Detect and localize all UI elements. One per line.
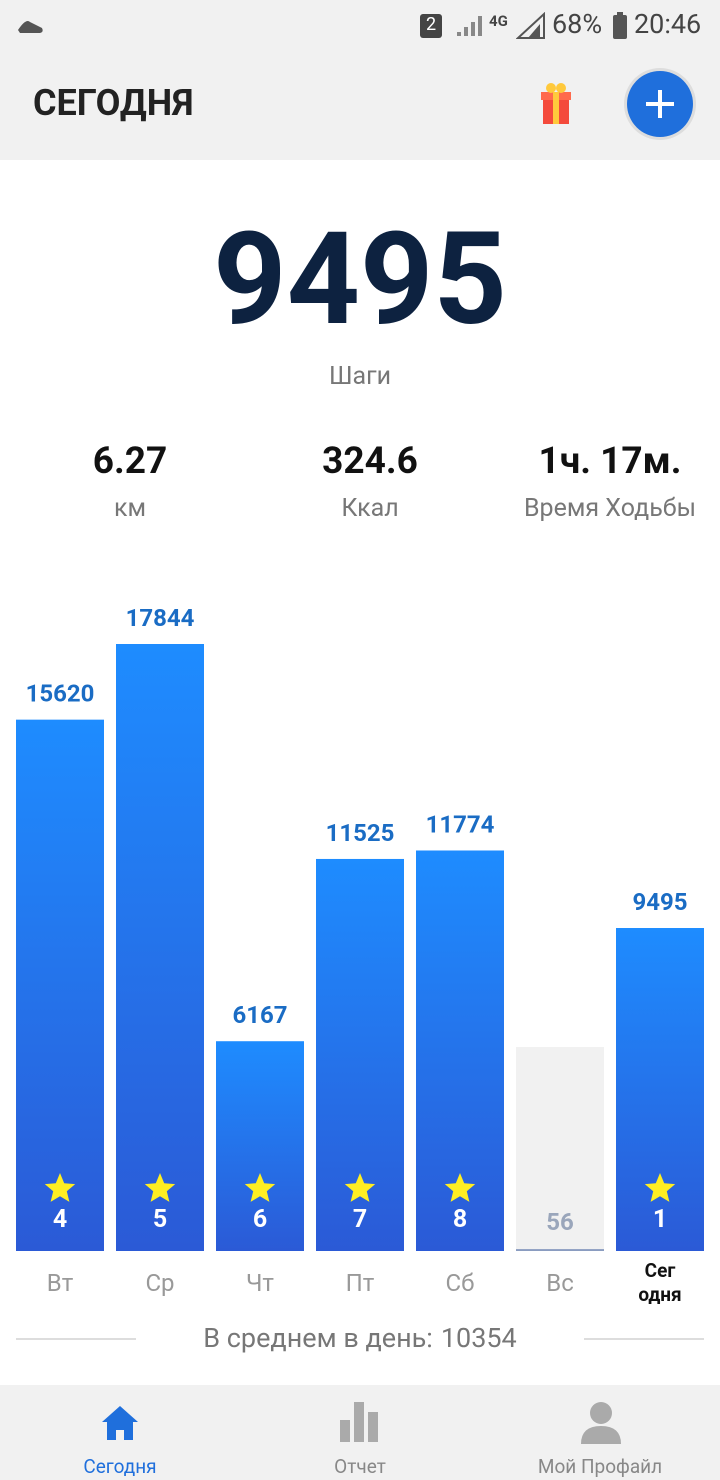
value-label: 56 xyxy=(546,1208,574,1236)
x-tick-label: Сег одня xyxy=(638,1259,681,1306)
star-icon xyxy=(344,1173,376,1202)
nav-label[interactable]: Мой Профайл xyxy=(537,1455,663,1478)
x-tick-label: Пт xyxy=(346,1269,375,1297)
nav-label[interactable]: Сегодня xyxy=(83,1455,157,1478)
value-label: 11774 xyxy=(426,810,495,838)
signal-icon xyxy=(457,16,482,36)
bar-placeholder xyxy=(516,1047,604,1251)
x-tick-label: Вс xyxy=(546,1269,574,1297)
value-label: 17844 xyxy=(126,604,195,632)
app-icon xyxy=(18,21,43,33)
stat-label: Ккал xyxy=(341,494,399,523)
bar xyxy=(616,928,704,1251)
stat-label: Время Ходьбы xyxy=(523,494,697,523)
star-icon xyxy=(244,1173,276,1202)
step-count: 9495 xyxy=(213,205,507,355)
battery-icon xyxy=(613,12,627,39)
home-icon[interactable] xyxy=(100,1404,140,1442)
average-label: В среднем в день: xyxy=(203,1322,433,1354)
signal-icon xyxy=(516,12,545,39)
battery-percent: 68% xyxy=(552,8,603,40)
add-button[interactable] xyxy=(622,66,698,142)
stat-value: 6.27 xyxy=(92,440,168,483)
badge-count: 5 xyxy=(153,1205,167,1234)
bar xyxy=(116,644,204,1251)
bar xyxy=(216,1041,304,1251)
x-tick-label: Ср xyxy=(145,1269,174,1297)
average-value: 10354 xyxy=(440,1322,517,1354)
stat-value: 1ч. 17м. xyxy=(538,440,682,483)
sim-indicator: 2 xyxy=(420,14,442,38)
value-label: 9495 xyxy=(632,888,687,916)
network-type: 4G xyxy=(489,12,508,30)
profile-icon[interactable] xyxy=(580,1402,622,1444)
nav-label[interactable]: Отчет xyxy=(334,1455,386,1478)
star-icon xyxy=(44,1173,76,1202)
x-tick-label: Вт xyxy=(47,1269,74,1297)
value-label: 15620 xyxy=(26,680,95,708)
badge-count: 8 xyxy=(453,1205,467,1234)
star-icon xyxy=(644,1173,676,1202)
bar xyxy=(16,719,104,1251)
value-label: 11525 xyxy=(326,819,395,847)
report-icon[interactable] xyxy=(340,1400,380,1442)
gift-button[interactable] xyxy=(540,82,572,126)
stat-label: км xyxy=(113,494,147,523)
page-title: СЕГОДНЯ xyxy=(33,82,194,124)
x-tick-label: Сб xyxy=(446,1269,475,1297)
header-bar xyxy=(0,0,720,160)
divider xyxy=(16,1338,136,1340)
badge-count: 6 xyxy=(253,1205,267,1234)
bar-chart: 15620 4 Вт 17844 5 Ср 6167 6 Чт 11525 7 Пт 11774 8 Сб 5… xyxy=(16,604,704,1306)
bar xyxy=(516,1249,604,1251)
badge-count: 7 xyxy=(353,1205,367,1234)
divider xyxy=(584,1338,704,1340)
clock: 20:46 xyxy=(634,8,702,40)
daily-average: В среднем в день: 10354 xyxy=(0,1322,720,1354)
stat-value: 324.6 xyxy=(322,440,418,483)
value-label: 6167 xyxy=(232,1001,287,1029)
badge-count: 4 xyxy=(53,1205,67,1234)
badge-count: 1 xyxy=(653,1205,667,1234)
star-icon xyxy=(144,1173,176,1202)
step-label: Шаги xyxy=(328,362,392,391)
x-tick-label: Чт xyxy=(246,1269,274,1297)
star-icon xyxy=(444,1173,476,1202)
